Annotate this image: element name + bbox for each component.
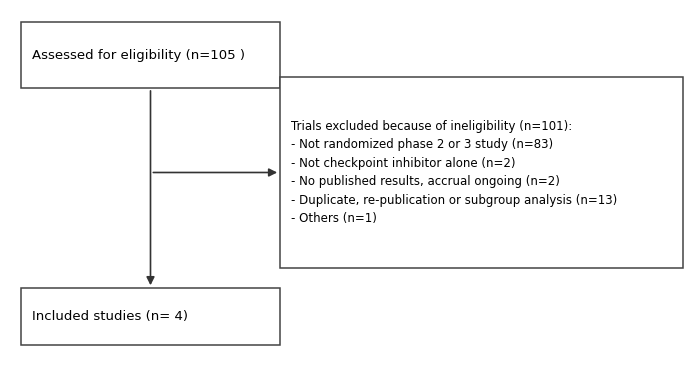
FancyBboxPatch shape <box>21 288 280 345</box>
Text: Trials excluded because of ineligibility (n=101):
- Not randomized phase 2 or 3 : Trials excluded because of ineligibility… <box>291 120 617 225</box>
Text: Assessed for eligibility (n=105 ): Assessed for eligibility (n=105 ) <box>32 48 245 62</box>
Text: Included studies (n= 4): Included studies (n= 4) <box>32 310 188 323</box>
FancyBboxPatch shape <box>280 77 682 268</box>
FancyBboxPatch shape <box>21 22 280 88</box>
